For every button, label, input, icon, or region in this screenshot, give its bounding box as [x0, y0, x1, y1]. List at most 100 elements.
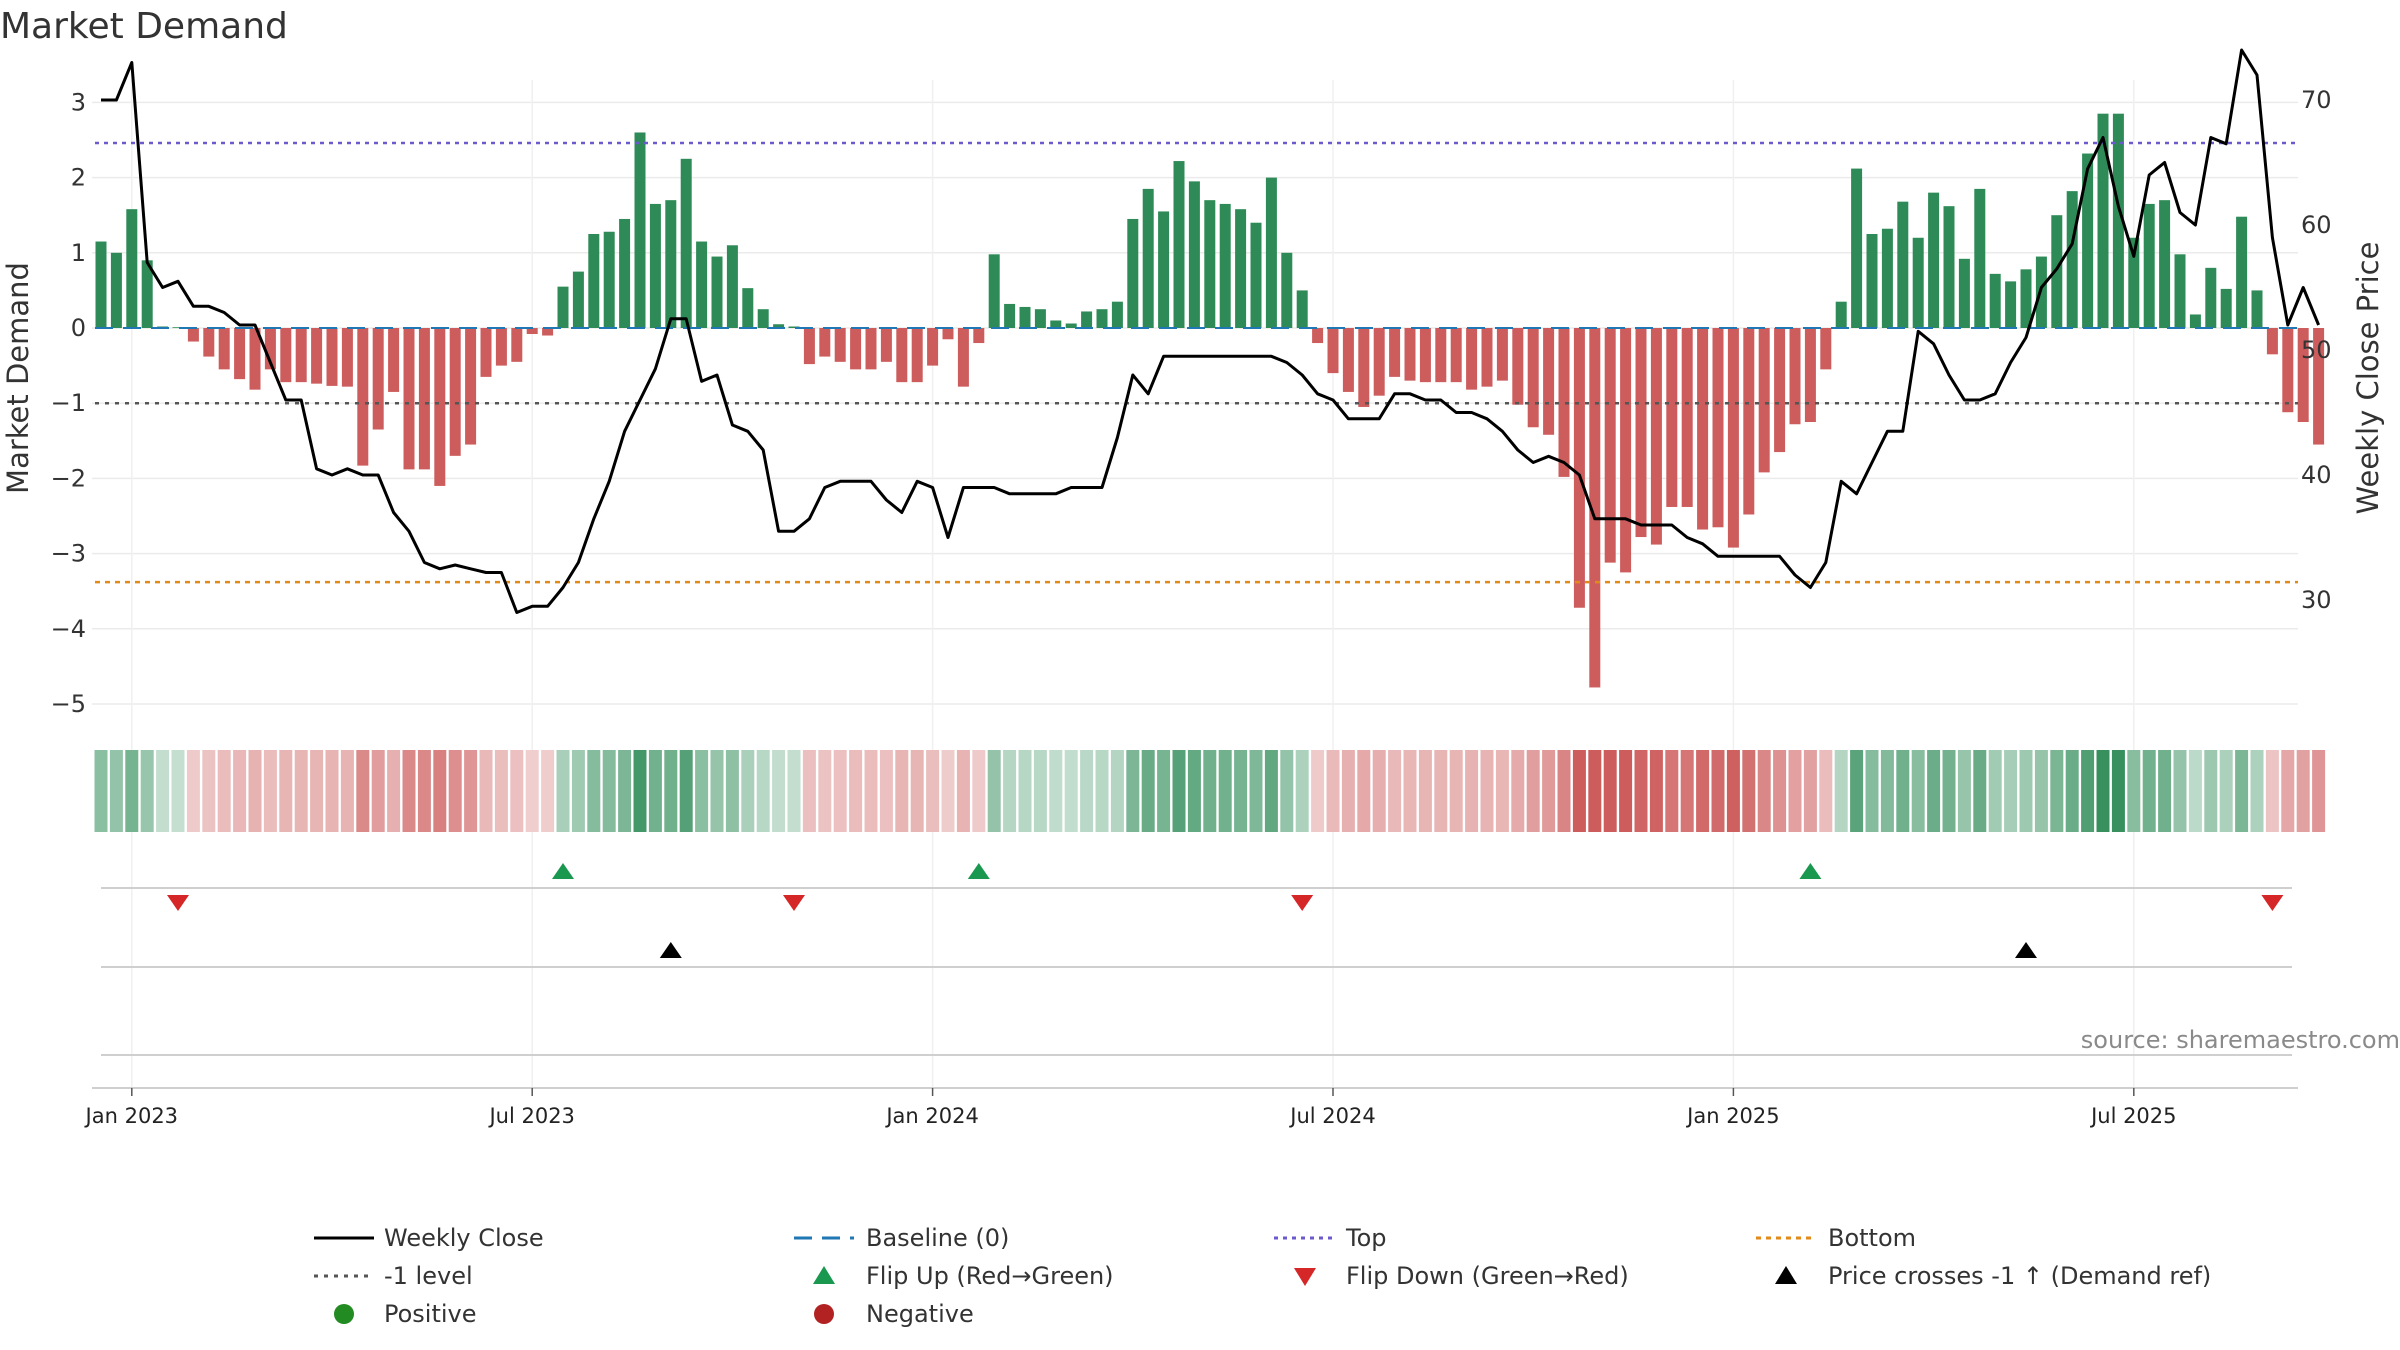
flip-down-marker [783, 895, 805, 911]
negative-bar [1635, 328, 1647, 538]
heat-cell [618, 750, 632, 832]
heat-cell [926, 750, 940, 832]
negative-bar [803, 328, 815, 365]
negative-bar [218, 328, 230, 370]
heat-cell [1665, 750, 1679, 832]
heat-cell [233, 750, 247, 832]
y-tick-label: −3 [51, 540, 86, 568]
positive-bar [1851, 168, 1863, 328]
heat-cell [2111, 750, 2125, 832]
legend-positive-label: Positive [384, 1300, 477, 1328]
positive-bar [1188, 181, 1200, 328]
price-cross-marker [659, 942, 682, 958]
negative-bar [1650, 328, 1662, 545]
positive-bar [1219, 203, 1231, 328]
heat-cell [1465, 750, 1479, 832]
heat-cell [741, 750, 755, 832]
positive-bar [1989, 273, 2001, 328]
y2-axis-label: Weekly Close Price [2351, 242, 2385, 515]
heat-cell [849, 750, 863, 832]
heat-cell [1742, 750, 1756, 832]
positive-bar [1974, 188, 1986, 328]
legend-weekly-close-label: Weekly Close [384, 1224, 544, 1252]
legend-top: Top [1274, 1224, 1387, 1252]
y-tick-label: −1 [51, 389, 86, 417]
x-tick-label: Jan 2023 [84, 1104, 179, 1128]
positive-bar [141, 260, 153, 328]
heat-cell [1603, 750, 1617, 832]
negative-dot-icon [814, 1304, 834, 1324]
x-tick-label: Jul 2024 [1288, 1104, 1375, 1128]
heat-cell [1927, 750, 1941, 832]
heat-cell [217, 750, 231, 832]
positive-bar [1173, 161, 1185, 328]
heat-cell [402, 750, 416, 832]
positive-bar [988, 254, 1000, 328]
negative-bar [834, 328, 846, 362]
positive-bar [1111, 301, 1123, 328]
negative-bar [264, 328, 276, 370]
heat-cell [587, 750, 601, 832]
heat-cell [2004, 750, 2018, 832]
negative-bar [880, 328, 892, 362]
positive-bar [1204, 200, 1216, 328]
negative-bar [418, 328, 430, 470]
positive-bar [2236, 216, 2248, 328]
heat-cell [1757, 750, 1771, 832]
negative-bar [1496, 328, 1508, 381]
positive-bar [726, 245, 738, 328]
heat-cell [356, 750, 370, 832]
heat-cell [186, 750, 200, 832]
heat-cell [2081, 750, 2095, 832]
legend-price-cross-label: Price crosses -1 ↑ (Demand ref) [1828, 1262, 2211, 1290]
heat-cell [1803, 750, 1817, 832]
heat-cell [156, 750, 170, 832]
negative-bar [927, 328, 939, 366]
heat-cell [1449, 750, 1463, 832]
heat-cell [1557, 750, 1571, 832]
negative-bar [2266, 328, 2278, 355]
x-axis-ticks: Jan 2023 Jul 2023 Jan 2024 Jul 2024 Jan 2025… [84, 1088, 2177, 1128]
heat-cell [787, 750, 801, 832]
heat-cell [1311, 750, 1325, 832]
heat-cell [1157, 750, 1171, 832]
heat-cell [1295, 750, 1309, 832]
negative-bar [1620, 328, 1632, 573]
negative-bar [542, 328, 554, 336]
positive-bar [2005, 281, 2017, 328]
heat-cell [818, 750, 832, 832]
heat-cell [1080, 750, 1094, 832]
heat-cell [2265, 750, 2279, 832]
heat-cell [1280, 750, 1294, 832]
positive-bar [2097, 113, 2109, 329]
positive-bar [696, 241, 708, 328]
negative-bar [2297, 328, 2309, 422]
heat-cell [1264, 750, 1278, 832]
heat-cell [171, 750, 185, 832]
heat-cell [541, 750, 555, 832]
heat-cell [571, 750, 585, 832]
negative-bar [1358, 328, 1370, 407]
positive-bar [2174, 254, 2186, 328]
heat-cell [2158, 750, 2172, 832]
y-tick-label: −2 [51, 464, 86, 492]
heat-cell [1880, 750, 1894, 832]
heat-cell [1372, 750, 1386, 832]
legend-weekly-close: Weekly Close [314, 1224, 544, 1252]
x-tick-label: Jul 2023 [487, 1104, 574, 1128]
positive-bar [1281, 252, 1293, 328]
legend-flip-up-label: Flip Up (Red→Green) [866, 1262, 1114, 1290]
heat-cell [2019, 750, 2033, 832]
demand-bars [95, 113, 2325, 688]
positive-bar [757, 309, 769, 328]
negative-bar [1727, 328, 1739, 548]
negative-bar [1604, 328, 1616, 563]
heat-cell [464, 750, 478, 832]
heat-cell [1911, 750, 1925, 832]
heat-cell [1018, 750, 1032, 832]
positive-bar [1265, 177, 1277, 328]
negative-bar [203, 328, 215, 357]
heat-cell [972, 750, 986, 832]
heat-cell [2050, 750, 2064, 832]
weekly-close-line [101, 48, 2320, 614]
